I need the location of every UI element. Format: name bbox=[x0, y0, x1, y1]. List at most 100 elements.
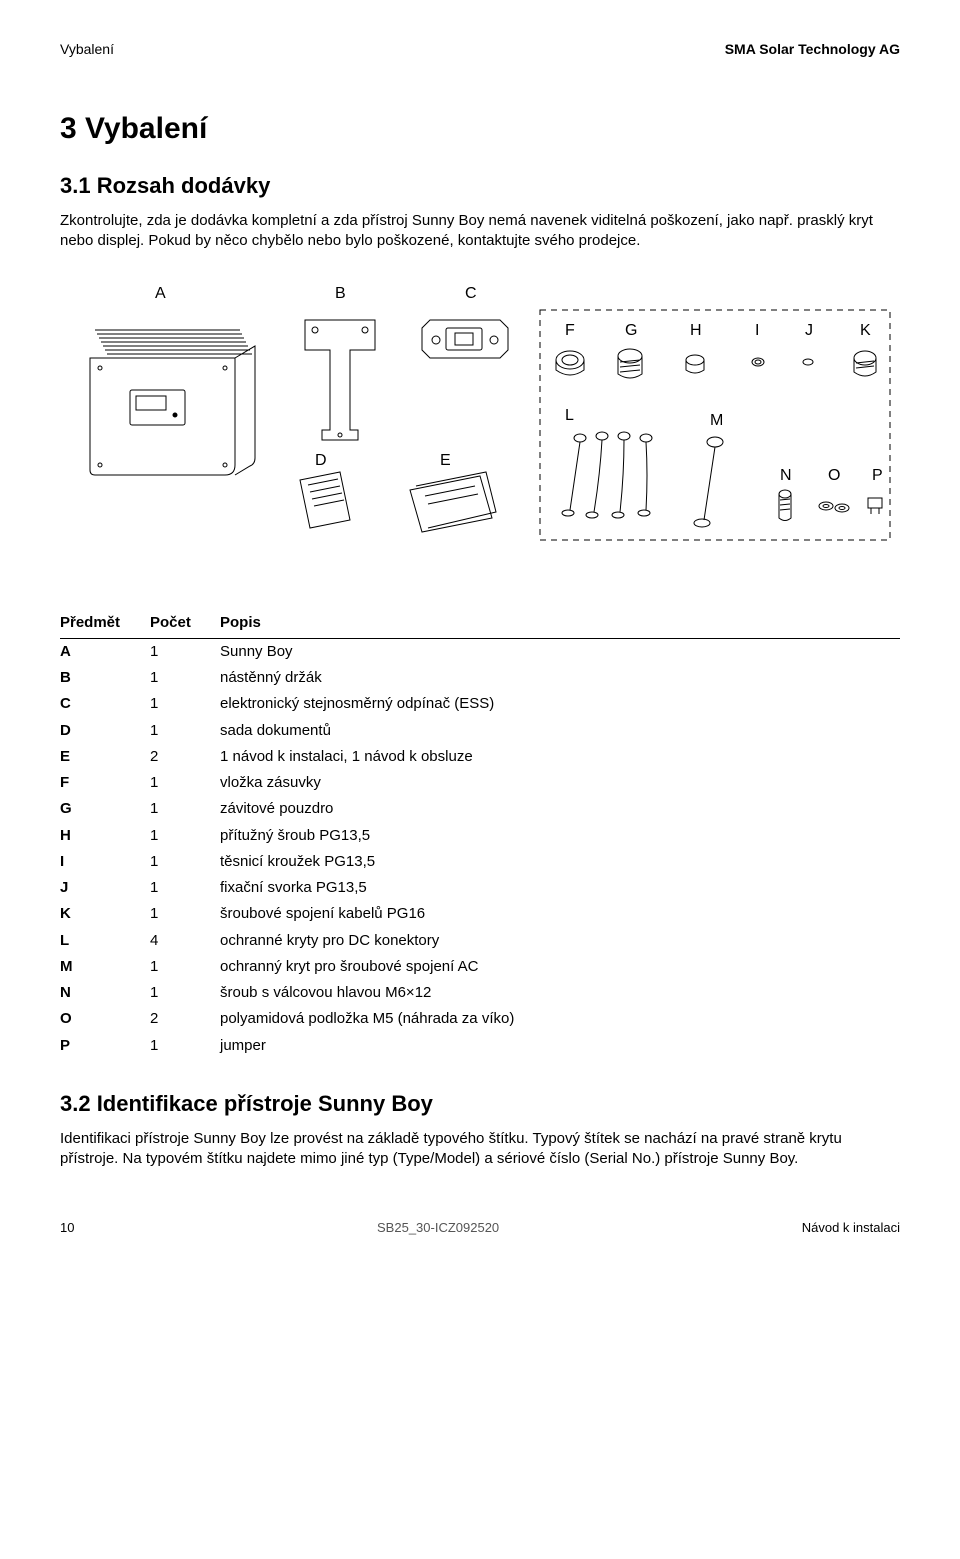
diagram-item-J bbox=[803, 359, 813, 365]
page-footer: 10 SB25_30-ICZ092520 Návod k instalaci bbox=[60, 1219, 900, 1237]
table-row: E21 návod k instalaci, 1 návod k obsluze bbox=[60, 744, 900, 770]
section-3-2-paragraph: Identifikaci přístroje Sunny Boy lze pro… bbox=[60, 1129, 900, 1170]
table-row: P1jumper bbox=[60, 1033, 900, 1059]
cell-pocet: 1 bbox=[150, 980, 220, 1006]
diagram-label-E: E bbox=[440, 452, 451, 469]
section-3-1-title: 3.1 Rozsah dodávky bbox=[60, 171, 900, 201]
cell-predmet: H bbox=[60, 823, 150, 849]
diagram-label-N: N bbox=[780, 467, 792, 484]
page-header: Vybalení SMA Solar Technology AG bbox=[60, 40, 900, 59]
cell-pocet: 1 bbox=[150, 638, 220, 665]
cell-pocet: 2 bbox=[150, 744, 220, 770]
cell-popis: ochranný kryt pro šroubové spojení AC bbox=[220, 954, 900, 980]
table-row: A1Sunny Boy bbox=[60, 638, 900, 665]
diagram-label-A: A bbox=[155, 285, 166, 302]
diagram-label-L: L bbox=[565, 407, 574, 424]
section-3-2-title: 3.2 Identifikace přístroje Sunny Boy bbox=[60, 1089, 900, 1119]
footer-doc-type: Návod k instalaci bbox=[802, 1219, 900, 1237]
cell-predmet: M bbox=[60, 954, 150, 980]
table-row: I1těsnicí kroužek PG13,5 bbox=[60, 849, 900, 875]
diagram-item-D bbox=[300, 472, 350, 528]
cell-pocet: 1 bbox=[150, 796, 220, 822]
cell-predmet: B bbox=[60, 665, 150, 691]
diagram-label-M: M bbox=[710, 412, 723, 429]
cell-predmet: O bbox=[60, 1006, 150, 1032]
cell-pocet: 1 bbox=[150, 1033, 220, 1059]
diagram-label-H: H bbox=[690, 322, 702, 339]
table-row: K1šroubové spojení kabelů PG16 bbox=[60, 901, 900, 927]
parts-table: Předmět Počet Popis A1Sunny BoyB1nástěnn… bbox=[60, 610, 900, 1059]
cell-pocet: 1 bbox=[150, 901, 220, 927]
table-row: H1přítužný šroub PG13,5 bbox=[60, 823, 900, 849]
table-row: J1fixační svorka PG13,5 bbox=[60, 875, 900, 901]
cell-popis: jumper bbox=[220, 1033, 900, 1059]
footer-page-number: 10 bbox=[60, 1219, 74, 1237]
cell-popis: přítužný šroub PG13,5 bbox=[220, 823, 900, 849]
section-3-title: 3 Vybalení bbox=[60, 109, 900, 150]
diagram-label-F: F bbox=[565, 322, 575, 339]
table-row: O2polyamidová podložka M5 (náhrada za ví… bbox=[60, 1006, 900, 1032]
footer-doc-id: SB25_30-ICZ092520 bbox=[377, 1219, 499, 1237]
diagram-label-C: C bbox=[465, 285, 477, 302]
cell-pocet: 1 bbox=[150, 770, 220, 796]
diagram-item-I bbox=[752, 358, 764, 366]
cell-predmet: E bbox=[60, 744, 150, 770]
diagram-item-F bbox=[556, 351, 584, 375]
cell-popis: polyamidová podložka M5 (náhrada za víko… bbox=[220, 1006, 900, 1032]
section-3-2: 3.2 Identifikace přístroje Sunny Boy Ide… bbox=[60, 1089, 900, 1169]
table-row: B1nástěnný držák bbox=[60, 665, 900, 691]
cell-predmet: A bbox=[60, 638, 150, 665]
diagram-item-B bbox=[305, 320, 375, 440]
diagram-item-K bbox=[854, 351, 876, 376]
header-section-name: Vybalení bbox=[60, 40, 114, 59]
th-predmet: Předmět bbox=[60, 610, 150, 639]
cell-popis: fixační svorka PG13,5 bbox=[220, 875, 900, 901]
diagram-label-G: G bbox=[625, 322, 637, 339]
cell-pocet: 2 bbox=[150, 1006, 220, 1032]
cell-popis: šroubové spojení kabelů PG16 bbox=[220, 901, 900, 927]
cell-pocet: 1 bbox=[150, 823, 220, 849]
diagram-item-A bbox=[90, 330, 255, 475]
cell-popis: Sunny Boy bbox=[220, 638, 900, 665]
table-row: N1šroub s válcovou hlavou M6×12 bbox=[60, 980, 900, 1006]
table-row: M1ochranný kryt pro šroubové spojení AC bbox=[60, 954, 900, 980]
cell-predmet: G bbox=[60, 796, 150, 822]
cell-popis: těsnicí kroužek PG13,5 bbox=[220, 849, 900, 875]
diagram-item-G bbox=[618, 349, 642, 378]
cell-pocet: 1 bbox=[150, 691, 220, 717]
diagram-label-B: B bbox=[335, 285, 346, 302]
cell-predmet: P bbox=[60, 1033, 150, 1059]
cell-pocet: 1 bbox=[150, 875, 220, 901]
table-row: C1elektronický stejnosměrný odpínač (ESS… bbox=[60, 691, 900, 717]
scope-of-delivery-diagram: text.lab { font-family: Arial, sans-seri… bbox=[60, 280, 900, 580]
cell-popis: závitové pouzdro bbox=[220, 796, 900, 822]
table-row: L4ochranné kryty pro DC konektory bbox=[60, 928, 900, 954]
cell-predmet: L bbox=[60, 928, 150, 954]
diagram-label-K: K bbox=[860, 322, 871, 339]
cell-pocet: 1 bbox=[150, 954, 220, 980]
cell-predmet: N bbox=[60, 980, 150, 1006]
th-pocet: Počet bbox=[150, 610, 220, 639]
cell-popis: šroub s válcovou hlavou M6×12 bbox=[220, 980, 900, 1006]
section-3-1-paragraph: Zkontrolujte, zda je dodávka kompletní a… bbox=[60, 211, 900, 252]
cell-popis: ochranné kryty pro DC konektory bbox=[220, 928, 900, 954]
diagram-item-N bbox=[779, 490, 791, 521]
cell-predmet: K bbox=[60, 901, 150, 927]
diagram-item-M bbox=[694, 437, 723, 527]
cell-predmet: D bbox=[60, 718, 150, 744]
cell-predmet: I bbox=[60, 849, 150, 875]
diagram-label-O: O bbox=[828, 467, 840, 484]
cell-popis: sada dokumentů bbox=[220, 718, 900, 744]
diagram-label-I: I bbox=[755, 322, 759, 339]
diagram-label-P: P bbox=[872, 467, 883, 484]
cell-predmet: J bbox=[60, 875, 150, 901]
diagram-item-C bbox=[422, 320, 508, 358]
table-row: G1závitové pouzdro bbox=[60, 796, 900, 822]
cell-pocet: 4 bbox=[150, 928, 220, 954]
table-row: D1sada dokumentů bbox=[60, 718, 900, 744]
cell-popis: vložka zásuvky bbox=[220, 770, 900, 796]
table-row: F1vložka zásuvky bbox=[60, 770, 900, 796]
cell-pocet: 1 bbox=[150, 718, 220, 744]
diagram-item-E bbox=[410, 472, 496, 532]
diagram-item-L bbox=[562, 432, 652, 518]
